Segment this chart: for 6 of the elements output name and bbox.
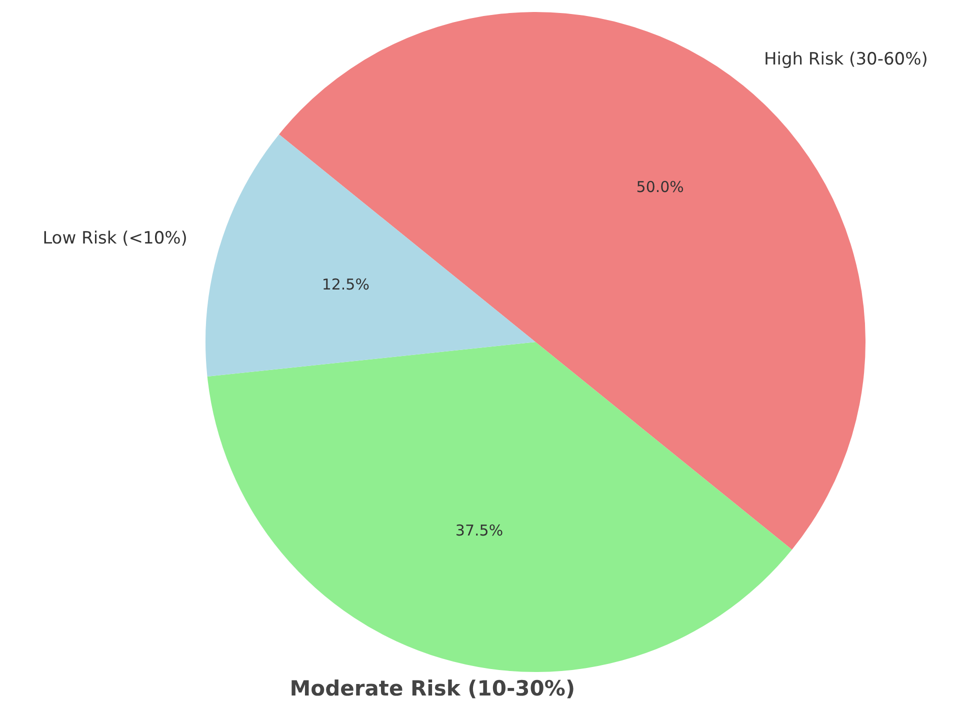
data-label: 37.5% <box>455 522 504 540</box>
data-label: 50.0% <box>636 178 684 196</box>
slice-label: Low Risk (<10%) <box>42 228 188 248</box>
slice-label: High Risk (30-60%) <box>764 49 928 70</box>
slice-label: Moderate Risk (10-30%) <box>290 676 576 701</box>
data-label: 12.5% <box>322 276 370 294</box>
